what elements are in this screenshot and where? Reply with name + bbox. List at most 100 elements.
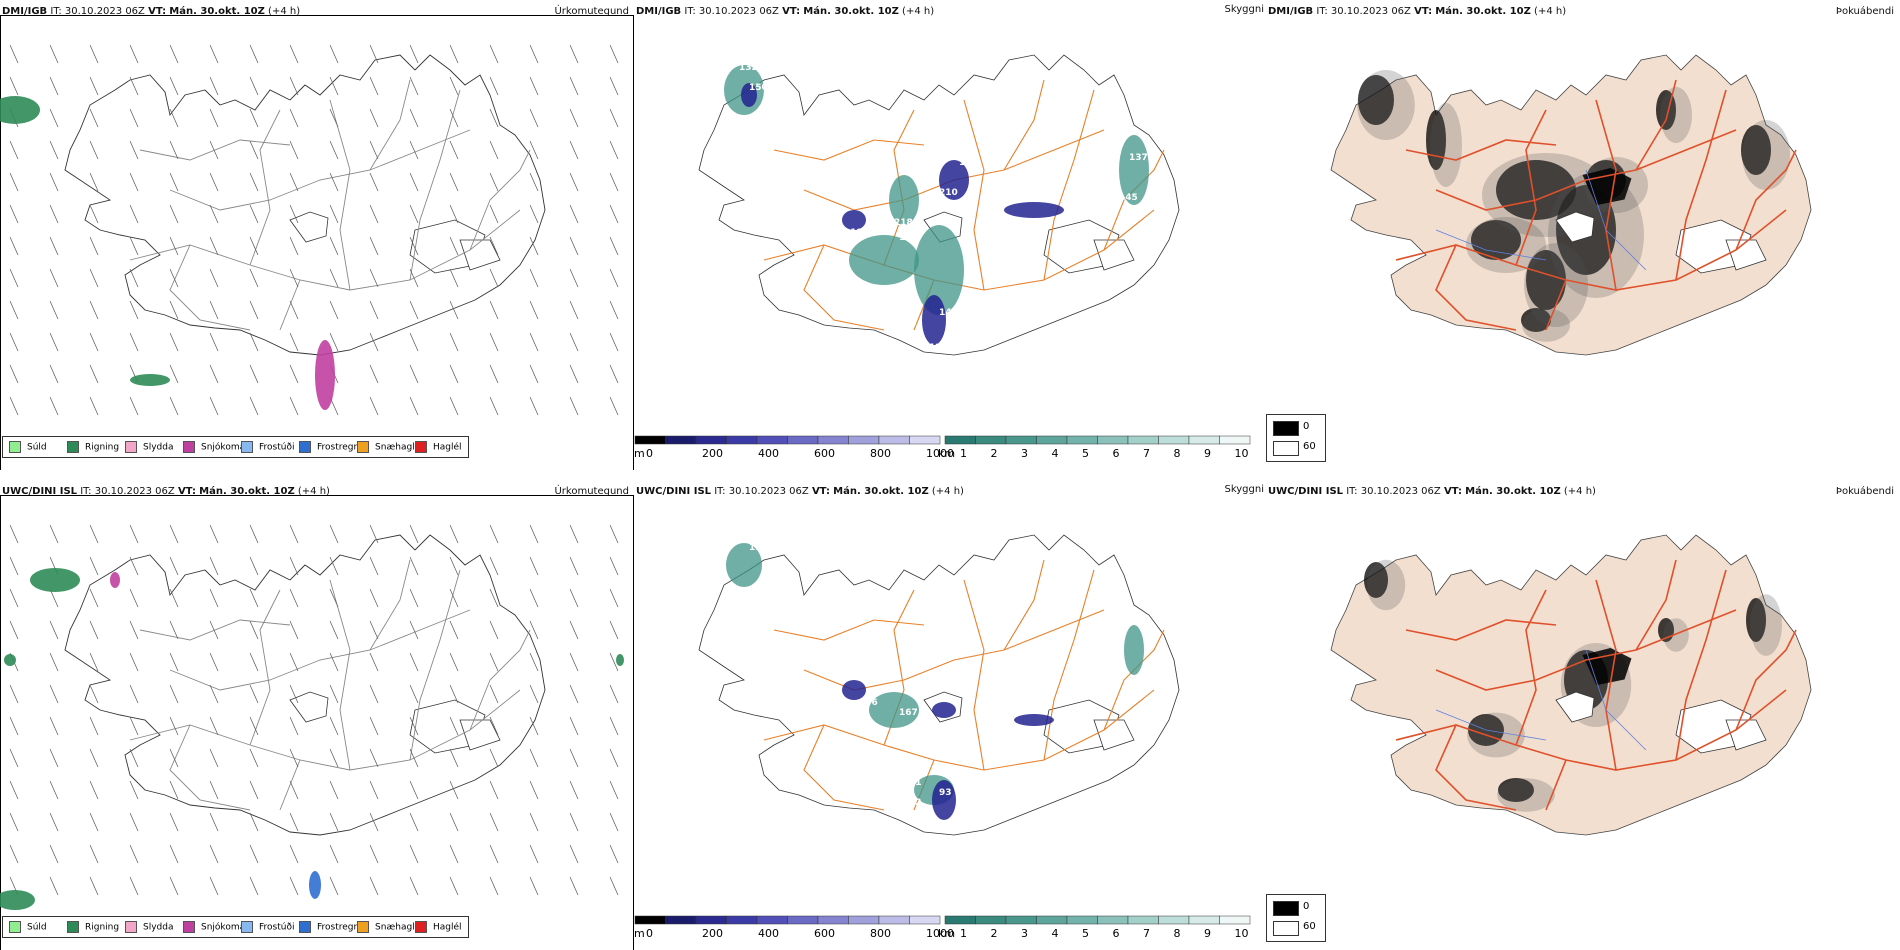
visibility-tick: 8 [1173, 927, 1181, 940]
legend-label: Rigning [85, 922, 120, 933]
fog-legend: 0 60 [1266, 414, 1326, 462]
legend-label: Frostúði [259, 442, 295, 453]
legend-label: Frostúði [259, 922, 295, 933]
legend-swatch [125, 441, 137, 453]
legend-swatch [9, 441, 21, 453]
ceiling-value-label: 190 [904, 303, 923, 313]
visibility-scale-cell [1158, 915, 1190, 925]
visibility-scale-cell [975, 435, 1007, 445]
legend-label: Haglél [433, 922, 462, 933]
ceiling-value-label: 81 [909, 778, 922, 788]
ceiling-tick: 1000 [926, 447, 954, 460]
iceland-map [1330, 54, 1812, 356]
visibility-tick: 9 [1204, 447, 1211, 460]
ceiling-scale-cell [756, 435, 788, 445]
fog-label: 0 [1303, 421, 1310, 432]
legend-item: Slydda [125, 441, 173, 453]
precip-legend: Súld Rigning Slydda Snjókoma Frostúði Frostre… [2, 436, 469, 458]
ceiling-scale-cell [817, 915, 849, 925]
ceiling-tick: 0 [646, 927, 653, 940]
visibility-scale-cell [1188, 915, 1220, 925]
legend-item: Frostregn [299, 441, 359, 453]
panel-name: Þokuábendi [1835, 486, 1894, 497]
visibility-tick: 9 [1204, 927, 1211, 940]
ceiling-scale-cell [634, 915, 666, 925]
ceiling-scale-cell [695, 915, 727, 925]
map-frame [0, 495, 634, 950]
ceiling-value-label: 118 [839, 703, 858, 713]
visibility-tick: 4 [1051, 927, 1059, 940]
legend-label: Rigning [85, 442, 120, 453]
iceland-map: 132 150 193 218 122 118 210 190 143 81 120 145 137 16… [698, 54, 1180, 356]
fog-label: 0 [1303, 901, 1310, 912]
legend-item: Snæhagl [357, 921, 415, 933]
ceiling-unit: m [634, 927, 645, 940]
legend-swatch [241, 441, 253, 453]
ceiling-panel-bottom: UWC/DINI ISL IT: 30.10.2023 06Z VT: Mán.… [634, 480, 1270, 950]
visibility-scale-cell [1127, 915, 1159, 925]
ceiling-scale-cell [909, 435, 941, 445]
legend-swatch [67, 441, 79, 453]
visibility-scale-cell [1219, 435, 1251, 445]
visibility-scale-cell [944, 435, 976, 445]
legend-label: Slydda [143, 922, 174, 933]
ceiling-panel-top: DMI/IGB IT: 30.10.2023 06Z VT: Mán. 30.o… [634, 0, 1270, 470]
panel-title: DMI/IGB IT: 30.10.2023 06Z VT: Mán. 30.o… [636, 6, 935, 17]
ceiling-value-label: 186 [764, 568, 783, 578]
visibility-scale-cell [1005, 915, 1037, 925]
ceiling-value-label: 250 [924, 823, 943, 833]
visibility-tick: 2 [990, 447, 998, 460]
panel-name: Skyggni [1224, 484, 1264, 495]
visibility-tick: 7 [1143, 447, 1150, 460]
ceiling-value-label: 162 [959, 158, 978, 168]
ceiling-tick: 0 [646, 447, 653, 460]
fog-panel-top: DMI/IGB IT: 30.10.2023 06Z VT: Mán. 30.o… [1266, 0, 1900, 470]
ceiling-value-label: 150 [749, 83, 768, 93]
ceiling-value-label: 218 [894, 218, 913, 228]
ceiling-scale-cell [787, 435, 819, 445]
visibility-unit: km [938, 927, 956, 940]
visibility-scale-cell [1097, 435, 1129, 445]
ceiling-tick: 600 [814, 927, 835, 940]
iceland-map [0, 524, 624, 910]
precip-panel-bottom: UWC/DINI ISL IT: 30.10.2023 06Z VT: Mán.… [0, 480, 635, 950]
visibility-scale-cell [1188, 435, 1220, 445]
legend-item: Slydda [125, 921, 173, 933]
legend-swatch [183, 921, 195, 933]
legend-item: Snæhagl [357, 441, 415, 453]
fog-label: 60 [1303, 921, 1316, 932]
ceiling-value-label: 93 [939, 788, 952, 798]
legend-item: Rigning [67, 441, 119, 453]
legend-swatch [299, 441, 311, 453]
visibility-tick: 5 [1082, 447, 1089, 460]
legend-item: Snjókoma [183, 441, 245, 453]
colorbars: m 0 200 400 600 800 1000 km 1 2 3 4 5 6 7 8 9 10 [634, 915, 1270, 943]
ceiling-value-label: 210 [939, 188, 958, 198]
legend-item: Súld [9, 441, 47, 453]
ceiling-scale-cell [848, 435, 880, 445]
visibility-tick: 2 [990, 927, 998, 940]
fog-swatch [1273, 441, 1299, 456]
ceiling-scale-cell [634, 435, 666, 445]
visibility-scale-cell [1066, 435, 1098, 445]
legend-label: Slydda [143, 442, 174, 453]
map-frame [0, 15, 634, 470]
visibility-unit: km [938, 447, 956, 460]
ceiling-scale-cell [878, 915, 910, 925]
ceiling-value-label: 106 [859, 698, 878, 708]
legend-label: Haglél [433, 442, 462, 453]
ceiling-value-label: 12 [909, 798, 922, 808]
ceiling-tick: 1000 [926, 927, 954, 940]
legend-label: Snjókoma [201, 922, 246, 933]
visibility-scale-cell [1066, 915, 1098, 925]
legend-label: Snæhagl [375, 442, 415, 453]
ceiling-unit: m [634, 447, 645, 460]
ceiling-scale-cell [909, 915, 941, 925]
ceiling-scale-cell [665, 915, 697, 925]
legend-swatch [183, 441, 195, 453]
panel-title: DMI/IGB IT: 30.10.2023 06Z VT: Mán. 30.o… [1268, 6, 1567, 17]
legend-item: Haglél [415, 441, 462, 453]
panel-title: UWC/DINI ISL IT: 30.10.2023 06Z VT: Mán.… [2, 486, 330, 497]
visibility-scale-cell [1158, 435, 1190, 445]
